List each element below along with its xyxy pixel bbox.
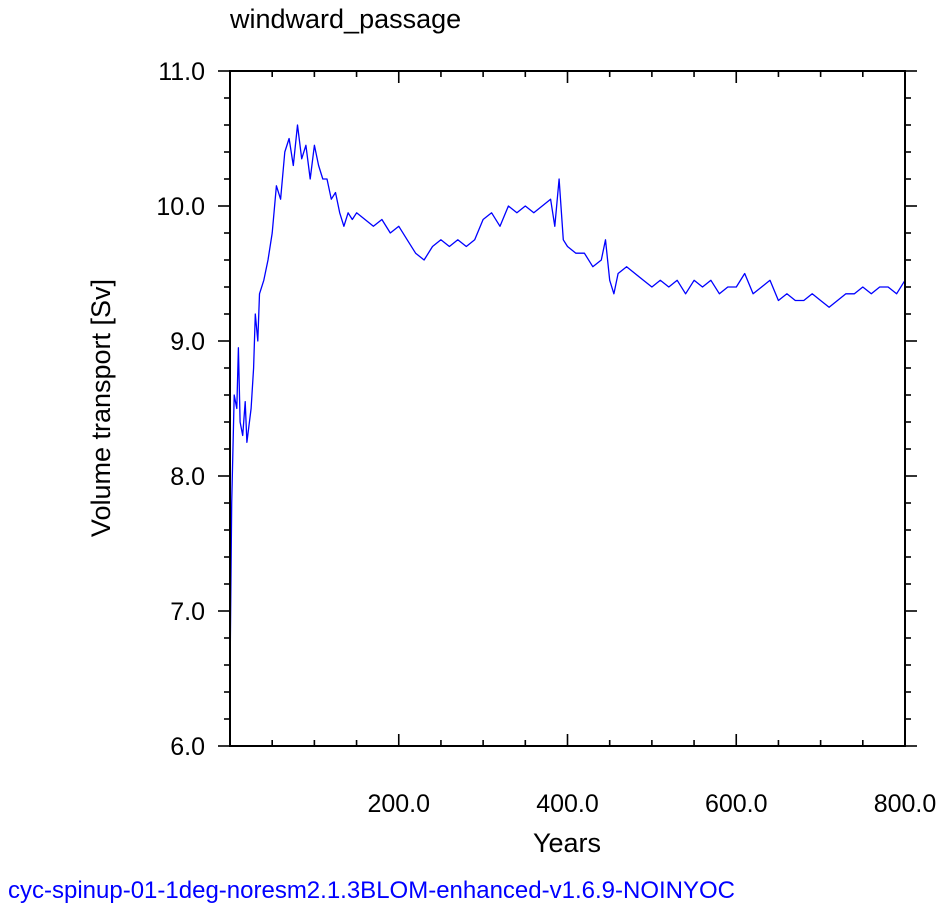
axis-ticks (218, 70, 917, 747)
x-axis-label: Years (533, 828, 601, 858)
x-tick-label: 200.0 (367, 790, 430, 818)
tick-labels: 200.0 400.0 600.0 800.0 6.0 7.0 8.0 9.0 10.0 11.0 (156, 58, 936, 818)
series-line (229, 124, 906, 679)
chart-title: windward_passage (229, 4, 461, 34)
y-tick-label: 9.0 (170, 328, 205, 356)
x-tick-label: 400.0 (536, 790, 599, 818)
y-tick-label: 7.0 (170, 598, 205, 626)
y-axis-label: Volume transport [Sv] (86, 279, 116, 537)
y-tick-label: 8.0 (170, 463, 205, 491)
y-tick-label: 11.0 (158, 58, 205, 86)
y-tick-label: 10.0 (156, 193, 205, 221)
x-tick-label: 800.0 (874, 790, 937, 818)
y-tick-label: 6.0 (170, 733, 205, 761)
plot-frame (229, 70, 906, 747)
x-tick-label: 600.0 (705, 790, 768, 818)
run-caption: cyc-spinup-01-1deg-noresm2.1.3BLOM-enhan… (8, 877, 735, 904)
